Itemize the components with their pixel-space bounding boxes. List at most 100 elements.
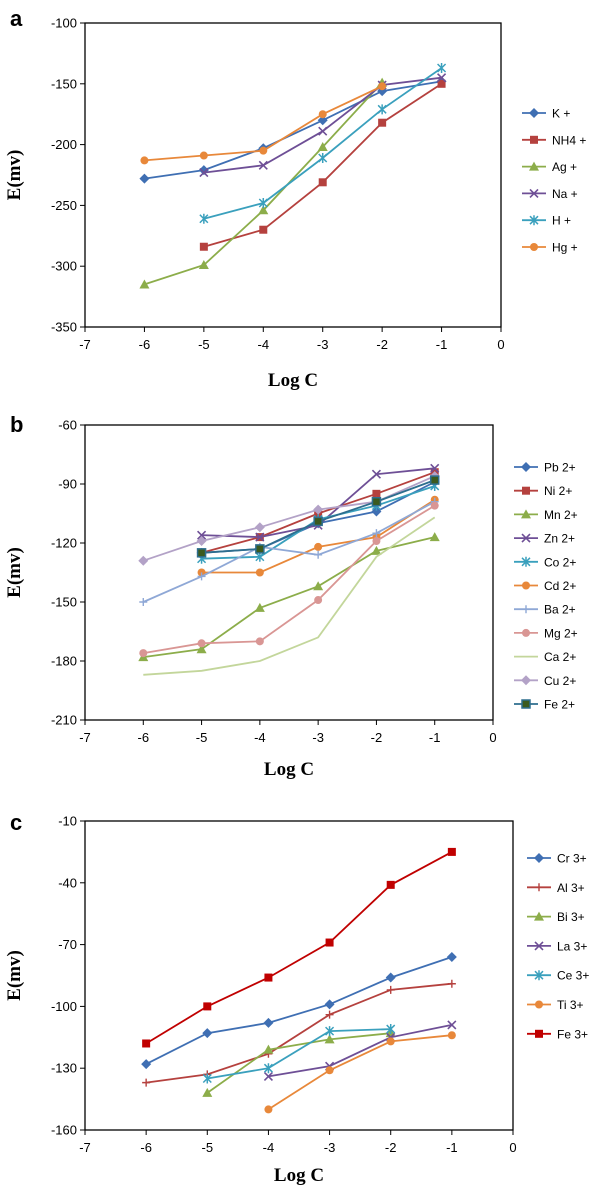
legend-label: Ti 3+ xyxy=(557,998,584,1012)
data-point xyxy=(318,178,327,187)
data-point xyxy=(447,979,456,988)
legend-entry: Co 2+ xyxy=(514,555,576,569)
legend-entry: Na + xyxy=(522,187,578,201)
data-point xyxy=(377,104,387,115)
data-point xyxy=(314,550,323,559)
legend-label: K + xyxy=(552,107,570,121)
series-zn2+ xyxy=(197,463,440,542)
x-axis-title: Log C xyxy=(268,370,318,391)
data-point xyxy=(386,880,395,889)
legend-entry: Hg + xyxy=(522,241,578,255)
data-point xyxy=(254,602,265,612)
data-point xyxy=(317,115,328,126)
data-point xyxy=(263,1044,274,1054)
data-point xyxy=(325,1010,334,1019)
x-tick-label: -2 xyxy=(371,730,383,745)
y-tick-label: -120 xyxy=(51,536,77,551)
x-tick-label: 0 xyxy=(497,337,504,352)
series-line xyxy=(203,83,443,248)
legend-entry: Ca 2+ xyxy=(514,650,576,664)
data-point xyxy=(325,1066,334,1075)
legend-marker xyxy=(529,215,539,226)
legend-entry: K + xyxy=(522,107,570,121)
legend-entry: Pb 2+ xyxy=(514,461,576,475)
legend-entry: Ce 3+ xyxy=(527,969,589,983)
legend-label: Cd 2+ xyxy=(544,579,576,593)
series-line xyxy=(145,851,453,1045)
series-ba2+ xyxy=(139,497,439,606)
chart-panel-b: b -60 -90 -120 -150 -180 -210-7 -6 -5 -4 -3 -2 -1 0 Lo… xyxy=(4,412,578,780)
legend-label: Fe 3+ xyxy=(557,1027,588,1041)
legend-marker xyxy=(529,161,539,171)
data-point xyxy=(264,1105,273,1114)
legend-entry: Cd 2+ xyxy=(514,579,576,593)
data-point xyxy=(139,279,150,289)
series-line xyxy=(143,536,435,658)
data-point xyxy=(437,62,447,73)
data-point xyxy=(197,572,206,581)
legend-marker xyxy=(535,883,543,892)
x-tick-label: -1 xyxy=(436,337,448,352)
x-tick-label: -1 xyxy=(429,730,441,745)
x-tick-label: -3 xyxy=(317,337,329,352)
legend-entry: Bi 3+ xyxy=(527,910,585,924)
y-tick-label: -150 xyxy=(51,595,77,610)
legend-marker xyxy=(530,243,538,251)
data-point xyxy=(142,1078,151,1087)
legend-label: NH4 + xyxy=(552,133,586,147)
legend-label: Cr 3+ xyxy=(557,852,587,866)
data-point xyxy=(139,649,148,658)
panel-letter: c xyxy=(10,810,22,835)
data-point xyxy=(372,529,381,538)
legend-entry: Ti 3+ xyxy=(527,998,584,1012)
y-tick-label: -10 xyxy=(58,814,77,829)
x-tick-label: -5 xyxy=(198,337,210,352)
x-tick-label: -7 xyxy=(79,337,91,352)
x-tick-label: -2 xyxy=(385,1140,397,1155)
series-line xyxy=(143,504,436,654)
data-point xyxy=(263,1071,273,1082)
data-point xyxy=(138,555,149,566)
data-point xyxy=(430,463,440,473)
x-axis-title: Log C xyxy=(274,1165,324,1186)
data-point xyxy=(313,581,324,591)
series-line xyxy=(207,1028,391,1080)
y-tick-label: -130 xyxy=(51,1061,77,1076)
data-point xyxy=(318,110,327,119)
legend-marker xyxy=(521,556,531,567)
series-fe3+ xyxy=(142,847,456,1048)
y-tick-label: -100 xyxy=(51,16,77,31)
data-point xyxy=(255,544,265,554)
legend-label: Ca 2+ xyxy=(544,650,576,664)
legend-label: Ce 3+ xyxy=(557,969,589,983)
data-point xyxy=(258,197,268,208)
series-h+ xyxy=(199,62,447,224)
x-tick-label: -3 xyxy=(324,1140,336,1155)
legend-label: Na + xyxy=(552,187,578,201)
series-nh4+ xyxy=(199,79,446,251)
y-tick-label: -210 xyxy=(51,713,77,728)
legend-marker xyxy=(534,853,544,863)
legend-entry: Fe 2+ xyxy=(514,698,575,712)
plot-frame xyxy=(84,22,502,328)
legend-entry: Mn 2+ xyxy=(514,508,578,522)
data-point xyxy=(263,1017,274,1028)
legend-label: Co 2+ xyxy=(544,555,576,569)
data-point xyxy=(313,516,323,527)
y-tick-label: -70 xyxy=(58,937,77,952)
series-line xyxy=(206,1032,391,1094)
x-tick-label: -5 xyxy=(202,1140,214,1155)
plot-frame xyxy=(84,424,494,721)
x-tick-label: -4 xyxy=(263,1140,275,1155)
y-tick-label: -200 xyxy=(51,137,77,152)
data-point xyxy=(447,1020,457,1030)
data-point xyxy=(324,1034,335,1044)
legend-entry: Fe 3+ xyxy=(527,1027,588,1041)
series-mg2+ xyxy=(139,501,439,658)
data-point xyxy=(385,972,396,983)
legend-label: Ba 2+ xyxy=(544,603,576,617)
legend-entry: Al 3+ xyxy=(527,881,585,895)
legend-label: Fe 2+ xyxy=(544,698,575,712)
legend-entry: Mg 2+ xyxy=(514,626,578,640)
